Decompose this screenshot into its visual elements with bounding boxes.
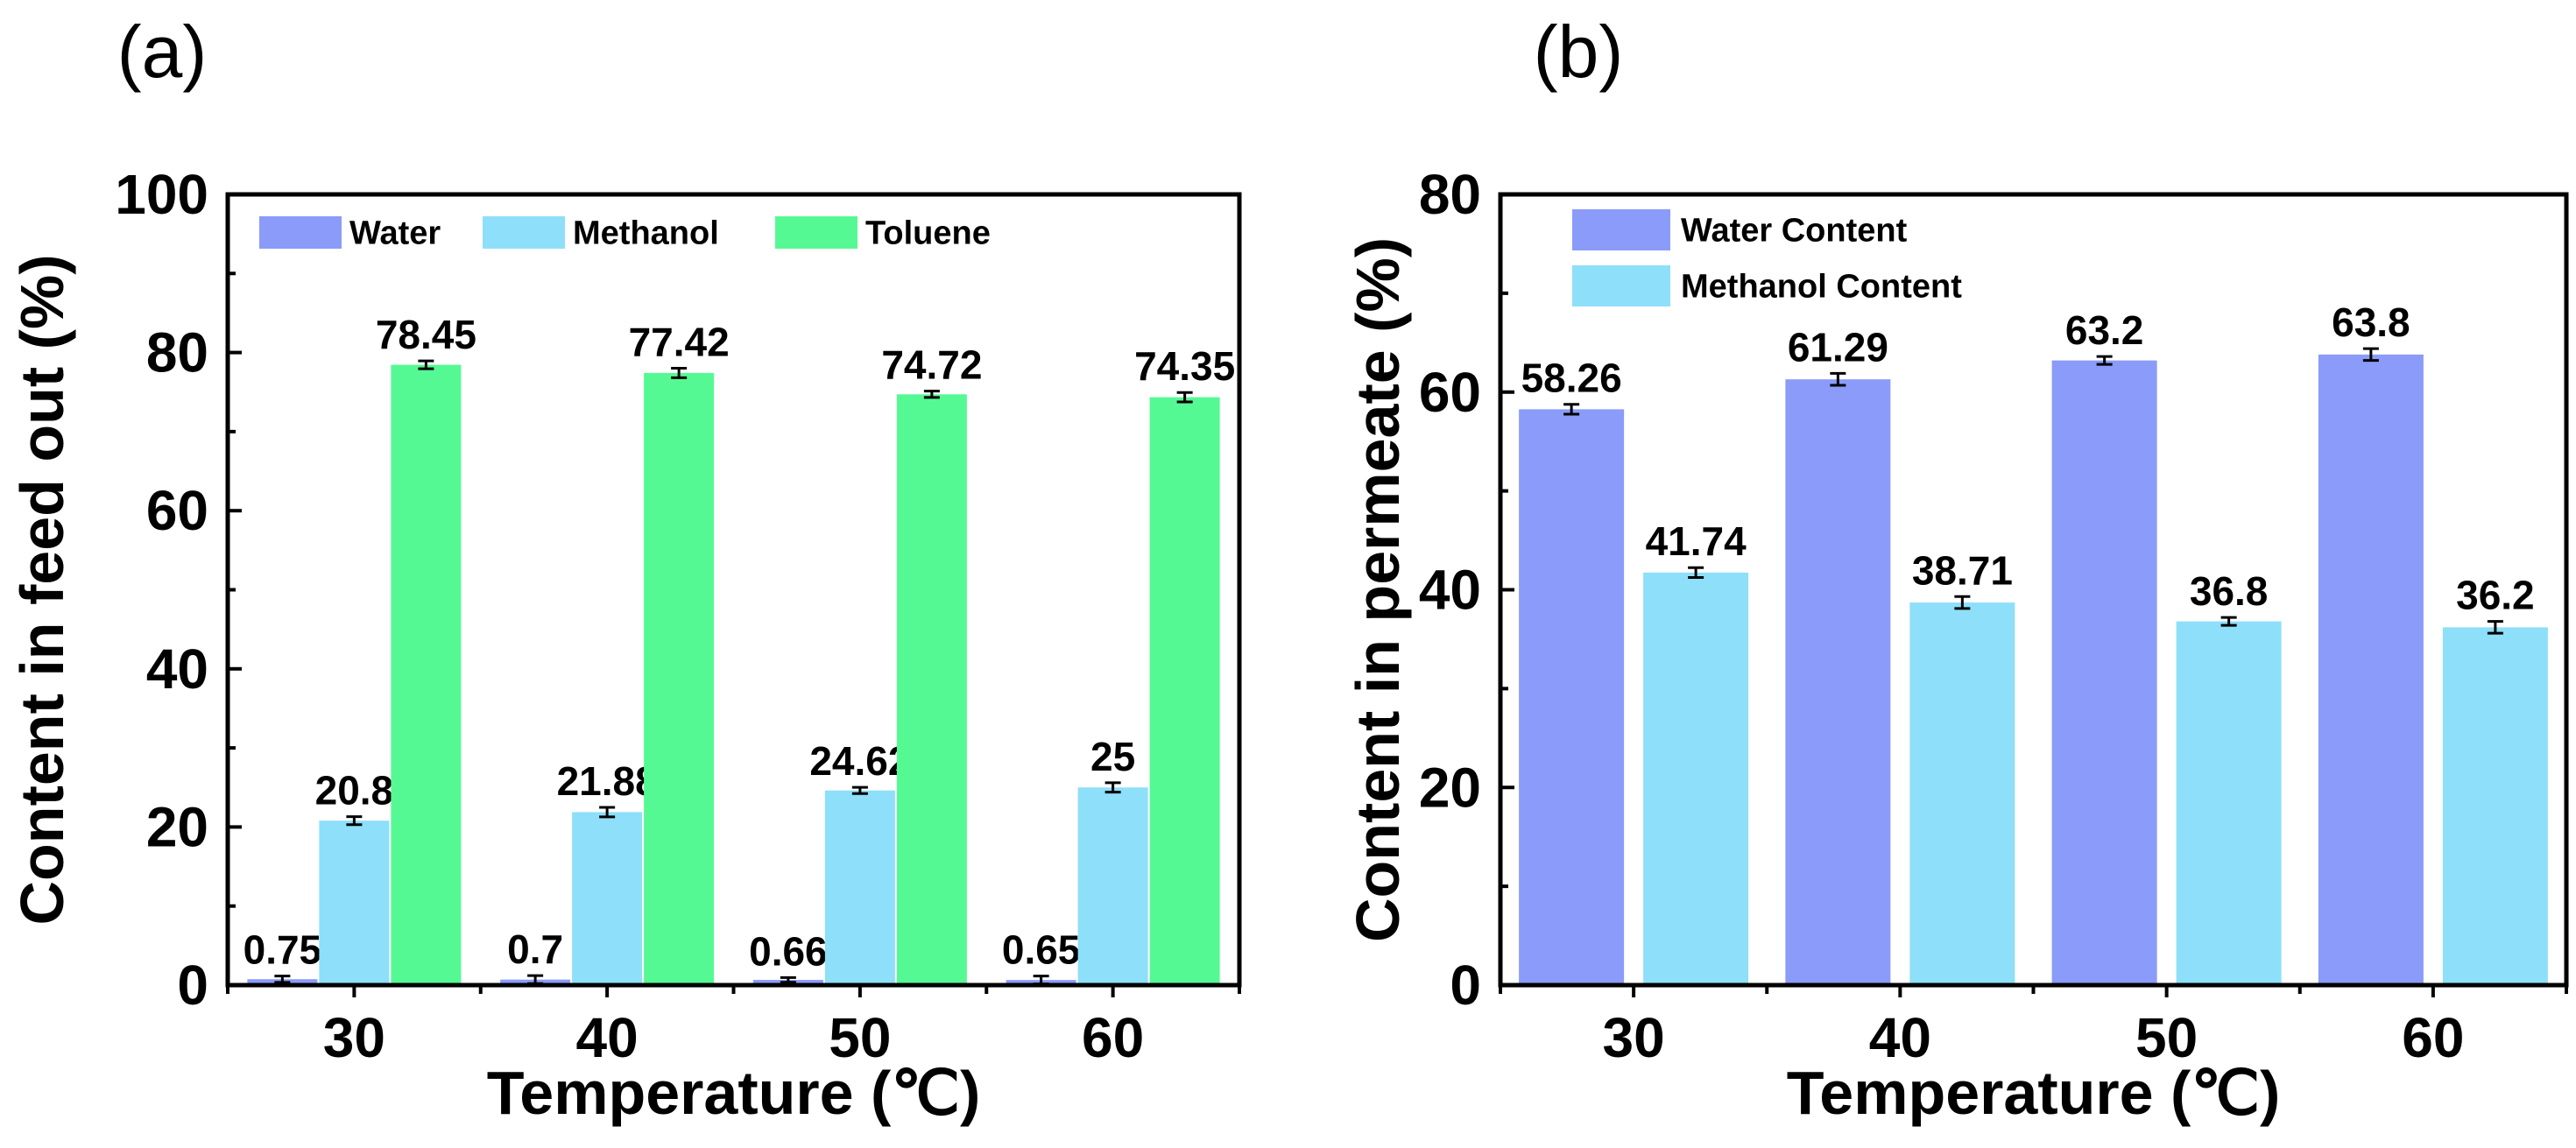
chart-panel-a: (a) 0.75 0.7 0.66 0.65 20.8 21.88 24.62 25 78.45 7… bbox=[8, 11, 1242, 1127]
x-tick-label: 60 bbox=[2402, 1006, 2464, 1069]
legend-label: Methanol Content bbox=[1681, 269, 1962, 306]
legend-label: Water bbox=[349, 215, 441, 252]
y-axis-title: Content in permeate (%) bbox=[1344, 237, 1412, 942]
legend-label: Water Content bbox=[1681, 213, 1908, 250]
error-bar bbox=[1954, 595, 1971, 610]
legend-swatch bbox=[483, 216, 565, 249]
y-tick-label: 0 bbox=[177, 954, 208, 1017]
data-label: 74.35 bbox=[1134, 343, 1235, 389]
data-label: 38.71 bbox=[1912, 547, 2013, 593]
data-label: 21.88 bbox=[557, 758, 658, 804]
data-label: 78.45 bbox=[376, 312, 476, 357]
data-label: 63.2 bbox=[2065, 307, 2144, 353]
panel-label: (a) bbox=[117, 11, 208, 93]
data-label: 77.42 bbox=[629, 319, 730, 364]
error-bar bbox=[418, 359, 434, 370]
bar-methanol-40 bbox=[572, 812, 643, 985]
data-label: 0.66 bbox=[749, 928, 828, 974]
bar-methanol-50 bbox=[824, 790, 895, 985]
data-label: 36.2 bbox=[2456, 573, 2535, 618]
error-bar bbox=[274, 975, 291, 984]
y-axis-title: Content in feed out (%) bbox=[8, 254, 76, 925]
panel-label: (b) bbox=[1534, 11, 1624, 93]
data-label: 0.65 bbox=[1002, 927, 1081, 973]
x-tick-label: 40 bbox=[1869, 1006, 1931, 1069]
error-bar bbox=[1563, 403, 1580, 416]
legend: Water Content Methanol Content bbox=[1572, 209, 1962, 306]
error-bar bbox=[923, 390, 940, 399]
data-label: 41.74 bbox=[1646, 518, 1747, 564]
x-axis-title: Temperature (℃) bbox=[1787, 1059, 2281, 1127]
y-tick-label: 80 bbox=[146, 321, 208, 384]
bar-water-content-50 bbox=[2051, 360, 2157, 985]
bar-methanol-60 bbox=[1077, 787, 1148, 985]
y-tick-label: 80 bbox=[1419, 163, 1481, 226]
data-label: 20.8 bbox=[315, 768, 394, 813]
data-label: 0.75 bbox=[243, 927, 322, 973]
y-tick-label: 100 bbox=[115, 163, 208, 226]
x-tick-label: 50 bbox=[829, 1006, 891, 1069]
x-tick-label: 40 bbox=[576, 1006, 639, 1069]
bar-water-content-30 bbox=[1519, 409, 1625, 985]
bar-methanol-content-50 bbox=[2176, 621, 2282, 985]
legend-label: Methanol bbox=[573, 215, 719, 252]
y-tick-label: 0 bbox=[1450, 954, 1481, 1017]
legend-swatch bbox=[775, 216, 857, 249]
error-bar bbox=[346, 815, 363, 827]
data-label: 36.8 bbox=[2190, 568, 2269, 614]
data-label: 58.26 bbox=[1521, 356, 1622, 401]
error-bar bbox=[671, 366, 688, 379]
error-bar bbox=[2220, 616, 2237, 627]
legend: Water Methanol Toluene bbox=[259, 215, 991, 252]
y-tick-label: 60 bbox=[1419, 361, 1481, 424]
error-bar bbox=[1105, 781, 1121, 794]
bar-methanol-content-60 bbox=[2442, 627, 2548, 985]
legend-swatch bbox=[259, 216, 342, 249]
x-axis-title: Temperature (℃) bbox=[487, 1059, 981, 1127]
bar-toluene-30 bbox=[391, 364, 462, 985]
data-label: 61.29 bbox=[1788, 324, 1888, 370]
data-label: 63.8 bbox=[2332, 299, 2410, 345]
x-tick-label: 50 bbox=[2135, 1006, 2198, 1069]
x-tick-label: 30 bbox=[1603, 1006, 1665, 1069]
y-tick-label: 60 bbox=[146, 479, 208, 542]
error-bar bbox=[2487, 620, 2503, 635]
bar-water-content-60 bbox=[2318, 354, 2424, 985]
bar-methanol-content-30 bbox=[1643, 572, 1749, 985]
legend-swatch bbox=[1572, 265, 1670, 306]
bar-methanol-30 bbox=[319, 821, 390, 985]
legend-label: Toluene bbox=[865, 215, 991, 252]
bar-toluene-60 bbox=[1149, 397, 1220, 985]
error-bar bbox=[2362, 347, 2379, 363]
error-bar bbox=[780, 975, 796, 984]
data-label: 74.72 bbox=[881, 342, 982, 388]
data-label: 25 bbox=[1090, 734, 1135, 779]
x-tick-label: 30 bbox=[323, 1006, 385, 1069]
data-label: 24.62 bbox=[809, 738, 910, 784]
error-bar bbox=[1830, 371, 1846, 387]
error-bar bbox=[1176, 391, 1193, 404]
bar-water-content-40 bbox=[1785, 379, 1891, 986]
data-label: 0.7 bbox=[507, 926, 563, 972]
y-tick-label: 40 bbox=[1419, 559, 1481, 622]
error-bar bbox=[599, 806, 616, 819]
error-bar bbox=[851, 785, 868, 795]
x-tick-label: 60 bbox=[1082, 1006, 1144, 1069]
bar-methanol-content-40 bbox=[1909, 602, 2015, 985]
legend-swatch bbox=[1572, 209, 1670, 250]
y-tick-label: 20 bbox=[1419, 756, 1481, 819]
y-tick-label: 40 bbox=[146, 637, 208, 701]
bar-toluene-40 bbox=[644, 372, 715, 985]
chart-panel-b: (b) 58.26 61.29 63.2 63.8 41.74 38.71 36.8 36.2 0… bbox=[1344, 11, 2569, 1127]
bar-toluene-50 bbox=[896, 394, 967, 985]
y-tick-label: 20 bbox=[146, 795, 208, 858]
error-bar bbox=[1688, 566, 1704, 580]
error-bar bbox=[2096, 355, 2113, 366]
